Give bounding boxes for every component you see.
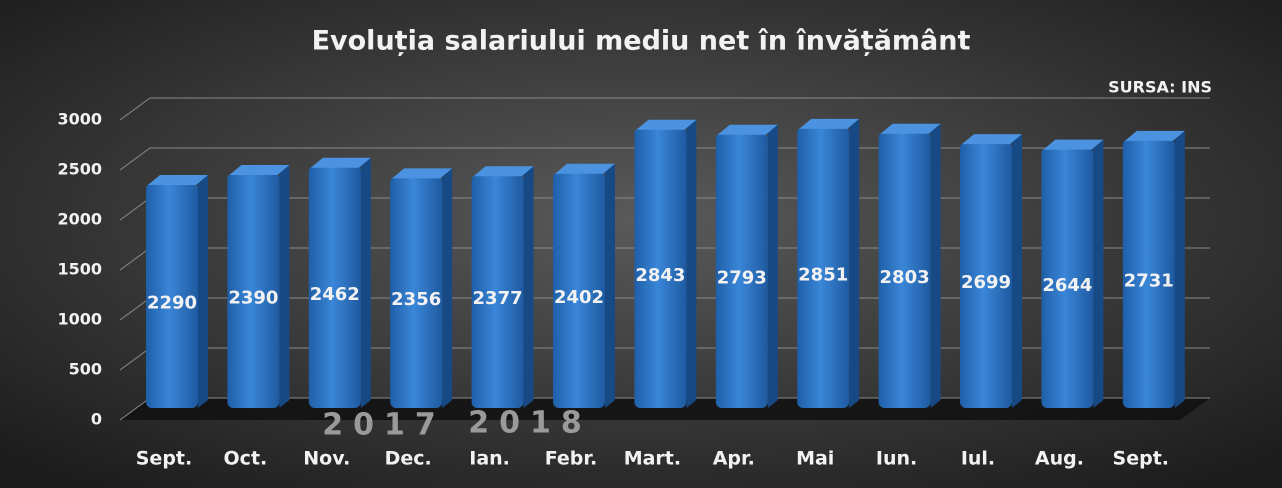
bar bbox=[1122, 130, 1185, 408]
y-tick-label: 2000 bbox=[57, 210, 102, 229]
x-tick-label: Mai bbox=[796, 448, 834, 470]
bar bbox=[553, 163, 615, 408]
x-tick-label: Dec. bbox=[385, 448, 432, 470]
value-label: 2793 bbox=[717, 267, 767, 288]
value-label: 2377 bbox=[473, 288, 523, 309]
x-tick-label: Sept. bbox=[1113, 448, 1169, 470]
y-tick-label: 2500 bbox=[57, 160, 102, 179]
value-label: 2402 bbox=[554, 287, 604, 308]
annotation: 2018 bbox=[468, 406, 592, 441]
x-tick-label: Mart. bbox=[624, 448, 681, 470]
y-tick-label: 0 bbox=[91, 410, 102, 429]
chart-title: Evoluția salariului mediu net în învățăm… bbox=[312, 26, 971, 57]
y-tick-label: 3000 bbox=[57, 110, 102, 129]
bar bbox=[471, 166, 534, 408]
annotation: 2017 bbox=[322, 408, 446, 443]
bar bbox=[634, 119, 697, 408]
bar bbox=[878, 123, 941, 408]
x-tick-label: Iul. bbox=[961, 448, 995, 470]
value-label: 2356 bbox=[391, 289, 441, 310]
value-label: 2644 bbox=[1042, 275, 1092, 296]
bar bbox=[1041, 139, 1104, 408]
source: SURSA: INS bbox=[1108, 78, 1212, 97]
y-tick-label: 1000 bbox=[57, 310, 102, 329]
value-label: 2851 bbox=[798, 264, 848, 285]
x-tick-label: Oct. bbox=[224, 448, 268, 470]
value-label: 2390 bbox=[228, 288, 278, 309]
value-label: 2699 bbox=[961, 272, 1011, 293]
x-tick-label: Sept. bbox=[136, 448, 192, 470]
bar bbox=[146, 175, 208, 408]
x-tick-label: Ian. bbox=[469, 448, 510, 470]
bar bbox=[308, 157, 371, 408]
value-label: 2843 bbox=[635, 265, 685, 286]
x-tick-label: Iun. bbox=[876, 448, 917, 470]
grid-line bbox=[119, 97, 1210, 121]
y-tick-label: 500 bbox=[69, 360, 102, 379]
bar bbox=[797, 118, 860, 409]
value-label: 2731 bbox=[1124, 270, 1174, 291]
x-tick-label: Apr. bbox=[713, 448, 755, 470]
value-label: 2462 bbox=[310, 284, 360, 305]
bar bbox=[715, 124, 778, 408]
bar bbox=[227, 165, 290, 408]
x-tick-label: Nov. bbox=[303, 448, 350, 470]
bar bbox=[960, 134, 1022, 408]
value-label: 2803 bbox=[880, 267, 930, 288]
x-tick-label: Febr. bbox=[545, 448, 598, 470]
value-label: 2290 bbox=[147, 293, 197, 314]
bar bbox=[390, 168, 453, 408]
x-tick-label: Aug. bbox=[1035, 448, 1084, 470]
y-tick-label: 1500 bbox=[57, 260, 102, 279]
